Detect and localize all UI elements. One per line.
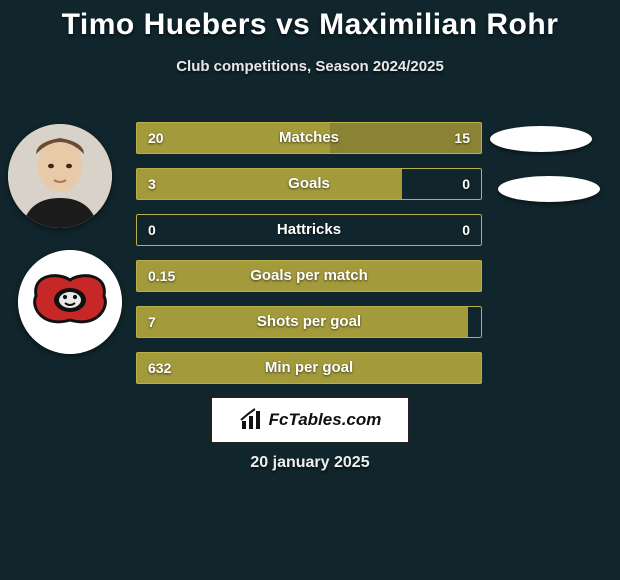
player2-avatar — [18, 250, 122, 354]
player1-avatar — [8, 124, 112, 228]
player2-avatar-icon — [18, 250, 122, 354]
player1-name: Timo Huebers — [62, 8, 268, 41]
stat-row: 7Shots per goal — [136, 306, 482, 338]
decorative-ellipse-2 — [498, 176, 600, 202]
brand-logo-icon — [239, 408, 263, 432]
player1-avatar-icon — [8, 124, 112, 228]
decorative-ellipse-1 — [490, 126, 592, 152]
stat-row: 2015Matches — [136, 122, 482, 154]
stat-label: Goals — [136, 168, 482, 200]
stat-label: Min per goal — [136, 352, 482, 384]
stat-row: 632Min per goal — [136, 352, 482, 384]
player2-name: Maximilian Rohr — [319, 8, 558, 41]
stat-row: 30Goals — [136, 168, 482, 200]
vs-text: vs — [276, 8, 310, 41]
brand-badge: FcTables.com — [210, 396, 410, 444]
brand-text: FcTables.com — [269, 410, 382, 430]
comparison-title: Timo Huebers vs Maximilian Rohr — [0, 0, 620, 42]
date-text: 20 january 2025 — [0, 454, 620, 472]
stats-bars: 2015Matches 30Goals 00Hattricks 0.15Goals p… — [136, 122, 482, 398]
stat-label: Shots per goal — [136, 306, 482, 338]
season-subtitle: Club competitions, Season 2024/2025 — [0, 58, 620, 75]
stat-row: 0.15Goals per match — [136, 260, 482, 292]
stat-label: Matches — [136, 122, 482, 154]
stat-label: Goals per match — [136, 260, 482, 292]
stat-label: Hattricks — [136, 214, 482, 246]
stat-row: 00Hattricks — [136, 214, 482, 246]
